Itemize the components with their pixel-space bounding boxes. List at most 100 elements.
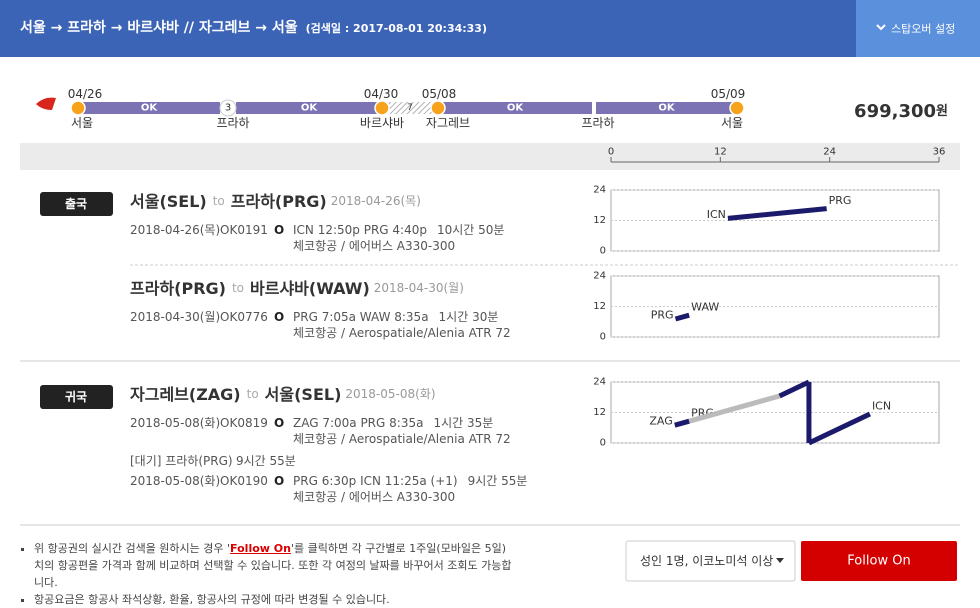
flight-number: OK0191 xyxy=(220,223,268,237)
y-tick-label: 12 xyxy=(593,407,606,418)
segment-status: OK xyxy=(658,103,676,114)
leg-heading: 자그레브(ZAG) to 서울(SEL) 2018-05-08(화) xyxy=(130,385,436,404)
aircraft: 체코항공 / Aerospatiale/Alenia ATR 72 xyxy=(293,326,511,340)
y-tick-label: 0 xyxy=(600,438,606,449)
leg-to-word: to xyxy=(213,194,225,208)
x-tick-label: 36 xyxy=(933,147,946,158)
leg-heading: 프라하(PRG) to 바르샤바(WAW) 2018-04-30(월) xyxy=(130,279,464,298)
flight-line xyxy=(727,206,827,221)
flight-line xyxy=(778,379,811,399)
flight-number: OK0819 xyxy=(220,416,268,430)
segment-status: OK xyxy=(507,103,525,114)
flight-duration: 9시간 55분 xyxy=(468,474,528,488)
chevron-icon xyxy=(876,24,886,31)
flight-duration: 10시간 50분 xyxy=(437,223,504,237)
segment-status: OK xyxy=(301,103,319,114)
dropdown-arrow xyxy=(776,558,784,563)
flight-schedule: PRG 6:30p ICN 11:25a (+1) xyxy=(293,474,458,488)
note: 위 항공권의 실시간 검색을 원하시는 경우 'Follow On'를 클릭하면… xyxy=(34,540,512,591)
leg-to: 바르샤바(WAW) xyxy=(250,279,370,298)
passenger-label[interactable]: 성인 1명, 이코노미석 이상 xyxy=(640,554,773,568)
route-title: 서울 → 프라하 → 바르샤바 // 자그레브 → 서울 xyxy=(20,19,298,36)
price-value: 699,300 xyxy=(854,101,936,122)
route-city: 서울 xyxy=(71,116,93,130)
fare-class: O xyxy=(274,223,284,237)
stop-dot xyxy=(70,100,86,116)
flight-line xyxy=(674,312,690,322)
leg-from: 서울(SEL) xyxy=(130,192,207,211)
leg-from: 프라하(PRG) xyxy=(130,279,226,298)
flight-schedule: ZAG 7:00a PRG 8:35a xyxy=(293,416,423,430)
header-bar xyxy=(0,0,856,57)
route-city: 서울 xyxy=(721,116,743,130)
note-text: 항공요금은 항공사 좌석상황, 환율, 항공사의 규정에 따라 변경될 수 있습… xyxy=(34,593,390,606)
price-currency: 원 xyxy=(936,104,948,119)
y-tick-label: 24 xyxy=(593,377,606,388)
fare-class: O xyxy=(274,310,284,324)
trip-badge-label: 출국 xyxy=(65,196,87,211)
airport-label: ZAG xyxy=(649,415,672,428)
stop-dot xyxy=(430,100,446,116)
x-tick-label: 24 xyxy=(823,147,836,158)
leg-to-word: to xyxy=(247,387,259,401)
fare-class: O xyxy=(274,474,284,488)
passenger-dropdown[interactable] xyxy=(625,540,796,582)
flight-date: 2018-04-26(목) xyxy=(130,223,220,237)
flight-duration: 1시간 35분 xyxy=(433,416,493,430)
stop-days: 7 xyxy=(407,103,413,113)
flight-times: PRG 6:30p ICN 11:25a (+1) 9시간 55분 xyxy=(293,474,527,488)
y-tick-label: 0 xyxy=(600,246,606,257)
stop-dot xyxy=(374,100,390,116)
y-tick-label: 12 xyxy=(593,215,606,226)
y-tick-label: 24 xyxy=(593,185,606,196)
route-city: 자그레브 xyxy=(426,116,470,130)
x-tick-label: 0 xyxy=(608,147,614,158)
route-date: 04/30 xyxy=(364,87,399,101)
stop-dot xyxy=(219,99,237,117)
note-text: 위 항공권의 실시간 검색을 원하시는 경우 ' xyxy=(34,542,231,555)
leg-to: 프라하(PRG) xyxy=(231,192,327,211)
axis-band xyxy=(20,143,960,170)
trip-badge xyxy=(40,192,113,216)
stopover-duration: 9시간 55분 xyxy=(236,454,296,468)
flight-times: ZAG 7:00a PRG 8:35a 1시간 35분 xyxy=(293,416,493,430)
fare-class: O xyxy=(274,416,284,430)
segment-bar xyxy=(438,102,592,114)
search-date: (검색일 : 2017-08-01 20:34:33) xyxy=(306,21,487,35)
route-city: 프라하 xyxy=(216,116,249,130)
flight-schedule: ICN 12:50p PRG 4:40p xyxy=(293,223,427,237)
aircraft: 체코항공 / Aerospatiale/Alenia ATR 72 xyxy=(293,432,511,446)
route-city: 바르샤바 xyxy=(360,116,404,130)
flight-line xyxy=(807,411,872,446)
footer-notes: 위 항공권의 실시간 검색을 원하시는 경우 'Follow On'를 클릭하면… xyxy=(22,540,512,608)
flight-times: PRG 7:05a WAW 8:35a 1시간 30분 xyxy=(293,310,498,324)
aircraft: 체코항공 / 에어버스 A330-300 xyxy=(293,490,455,504)
stop-dot xyxy=(729,100,745,116)
airport-label: ICN xyxy=(707,208,726,221)
flight-number: OK0776 xyxy=(220,310,268,324)
y-tick-label: 24 xyxy=(593,271,606,282)
y-tick-label: 12 xyxy=(593,301,606,312)
price: 699,300원 xyxy=(854,101,948,122)
route-date: 05/09 xyxy=(711,87,746,101)
aircraft: 체코항공 / 에어버스 A330-300 xyxy=(293,239,455,253)
leg-date: 2018-04-30(월) xyxy=(374,281,464,295)
stopover-label[interactable]: 스탑오버 설정 xyxy=(891,23,955,36)
leg-date: 2018-05-08(화) xyxy=(345,387,435,401)
note-text: '를 클릭하면 각 구간별로 1주일(모바일은 5일)치의 항공편을 가격과 함… xyxy=(34,542,512,589)
stop-days: 3 xyxy=(225,103,231,114)
trip-badge-label: 귀국 xyxy=(65,389,87,404)
flight-date: 2018-05-08(화) xyxy=(130,416,220,430)
notes-list: 위 항공권의 실시간 검색을 원하시는 경우 'Follow On'를 클릭하면… xyxy=(22,540,512,608)
airport-label: WAW xyxy=(691,301,719,314)
route-date: 05/08 xyxy=(422,87,457,101)
follow-on-button[interactable] xyxy=(801,541,957,581)
y-tick-label: 0 xyxy=(600,332,606,343)
leg-to: 서울(SEL) xyxy=(265,385,342,404)
flight-date: 2018-05-08(화) xyxy=(130,474,220,488)
follow-on-link[interactable]: Follow On xyxy=(230,542,291,555)
stopover-button[interactable] xyxy=(856,0,980,57)
follow-on-label[interactable]: Follow On xyxy=(847,554,910,569)
flight-number: OK0190 xyxy=(220,474,268,488)
